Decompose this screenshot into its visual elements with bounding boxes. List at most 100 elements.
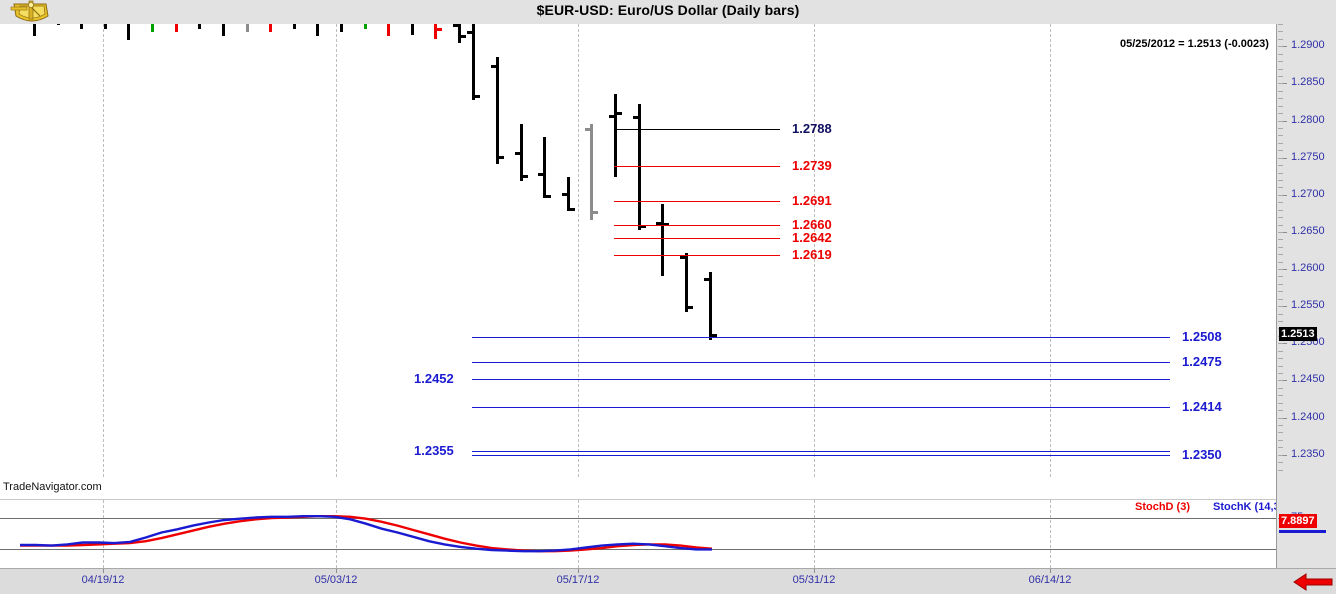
price-level-label[interactable]: 1.2660	[792, 216, 832, 232]
date-tick	[103, 569, 104, 573]
ohlc-open-tick	[515, 151, 520, 155]
stochastic-legend-item[interactable]: StochD (3)	[1135, 501, 1190, 513]
price-axis-minor-tick	[1278, 276, 1283, 278]
vertical-gridline	[578, 24, 579, 477]
ohlc-bar	[472, 24, 475, 100]
price-level-line[interactable]	[614, 165, 780, 167]
vertical-gridline	[336, 24, 337, 477]
ohlc-bar	[614, 93, 617, 177]
current-price-badge: 1.2513	[1279, 326, 1317, 341]
price-axis-minor-tick	[1278, 90, 1283, 92]
price-level-line[interactable]	[472, 454, 1170, 456]
ohlc-close-tick	[593, 211, 598, 215]
price-axis-minor-tick	[1278, 231, 1283, 233]
price-axis-minor-tick	[1278, 298, 1283, 300]
price-axis-minor-tick	[1278, 447, 1283, 449]
ohlc-bar	[661, 203, 664, 277]
price-axis-label: 1.2800	[1291, 113, 1325, 126]
cursor-arrow-icon	[1292, 572, 1334, 594]
price-level-line[interactable]	[472, 451, 1170, 452]
price-level-label[interactable]: 1.2691	[792, 193, 832, 209]
ohlc-bar	[496, 57, 499, 164]
price-axis-label: 1.2600	[1291, 262, 1325, 275]
ohlc-bar	[80, 24, 83, 29]
price-level-line[interactable]	[614, 254, 780, 256]
price-axis-minor-tick	[1278, 387, 1283, 389]
stochastic-level-line	[0, 518, 1276, 520]
price-level-label[interactable]: 1.2452	[414, 370, 454, 386]
price-axis-minor-tick	[1278, 313, 1283, 315]
price-axis-minor-tick	[1278, 469, 1283, 471]
price-level-line[interactable]	[472, 378, 1170, 380]
price-axis-label: 1.2550	[1291, 299, 1325, 312]
ohlc-open-tick	[609, 114, 614, 118]
ohlc-bar	[387, 24, 390, 36]
price-level-line[interactable]	[614, 129, 780, 131]
price-axis-minor-tick	[1278, 113, 1283, 115]
date-axis[interactable]: 04/19/12 05/03/12 05/17/12 05/31/12 06/14/12	[0, 568, 1336, 594]
stochastic-legend-item[interactable]: StochK (14,3)	[1213, 501, 1276, 513]
price-level-label[interactable]: 1.2788	[792, 121, 832, 137]
stochastic-value-badge-bar	[1279, 530, 1326, 533]
price-axis-minor-tick	[1278, 432, 1283, 434]
stochastic-indicator-pane[interactable]: StochD (3) StochK (14,3)	[0, 500, 1276, 568]
date-tick	[578, 569, 579, 573]
price-axis-minor-tick	[1278, 417, 1283, 419]
price-level-label[interactable]: 1.2350	[1182, 446, 1222, 462]
price-axis-minor-tick	[1278, 142, 1283, 144]
ohlc-close-tick	[712, 334, 717, 338]
price-axis-minor-tick	[1278, 410, 1283, 412]
price-axis-minor-tick	[1278, 358, 1283, 360]
price-axis-minor-tick	[1278, 120, 1283, 122]
stochastic-axis[interactable]: 757.8897	[1276, 500, 1336, 568]
price-level-label[interactable]: 1.2739	[792, 157, 832, 173]
vertical-gridline	[103, 500, 104, 568]
ohlc-close-tick	[523, 175, 528, 179]
stochastic-level-line	[0, 549, 1276, 551]
price-axis-minor-tick	[1278, 439, 1283, 441]
price-level-line[interactable]	[614, 237, 780, 239]
price-axis-minor-tick	[1278, 350, 1283, 352]
ohlc-bar	[709, 272, 712, 341]
price-level-label[interactable]: 1.2642	[792, 229, 832, 245]
ohlc-open-tick	[704, 277, 709, 281]
price-axis-minor-tick	[1278, 61, 1283, 63]
ohlc-bar	[269, 24, 272, 33]
ohlc-bar	[246, 24, 249, 33]
price-axis-label: 1.2400	[1291, 410, 1325, 423]
price-level-line[interactable]	[472, 361, 1170, 363]
ohlc-close-tick	[499, 156, 504, 160]
price-level-line[interactable]	[614, 224, 780, 226]
axis-gap	[1276, 477, 1336, 500]
price-axis-label: 1.2750	[1291, 150, 1325, 163]
ohlc-bar	[104, 24, 107, 29]
price-level-label[interactable]: 1.2475	[1182, 353, 1222, 369]
page-title: $EUR-USD: Euro/US Dollar (Daily bars)	[536, 2, 800, 18]
ohlc-bar	[638, 104, 641, 231]
price-level-line[interactable]	[472, 407, 1170, 409]
price-axis-minor-tick	[1278, 202, 1283, 204]
price-axis-label: 1.2850	[1291, 76, 1325, 89]
stochastic-k-line	[20, 515, 712, 553]
price-axis-minor-tick	[1278, 239, 1283, 241]
price-axis-minor-tick	[1278, 83, 1283, 85]
price-level-label[interactable]: 1.2508	[1182, 329, 1222, 345]
price-level-label[interactable]: 1.2414	[1182, 399, 1222, 415]
ohlc-open-tick	[656, 221, 661, 225]
price-level-line[interactable]	[614, 201, 780, 203]
ohlc-bar	[340, 24, 343, 33]
price-axis-minor-tick	[1278, 127, 1283, 129]
price-level-label[interactable]: 1.2355	[414, 443, 454, 458]
price-level-line[interactable]	[472, 337, 1170, 339]
price-axis-label: 1.2700	[1291, 187, 1325, 200]
price-level-label[interactable]: 1.2619	[792, 246, 832, 262]
ohlc-bar	[520, 123, 523, 182]
price-axis-label: 1.2650	[1291, 224, 1325, 237]
price-axis[interactable]: 1.2900 1.2850 1.2800 1.2750 1.2700 1.2650 1.26…	[1276, 24, 1336, 477]
price-chart-pane[interactable]: 1.2788 1.2739 1.2691 1.2660 1.2642 1.2619 1.25…	[0, 24, 1276, 477]
price-axis-minor-tick	[1278, 172, 1283, 174]
ohlc-bar	[57, 24, 60, 25]
price-axis-label: 1.2900	[1291, 39, 1325, 52]
stochastic-value-badge: 7.8897	[1279, 514, 1317, 528]
price-axis-minor-tick	[1278, 135, 1283, 137]
